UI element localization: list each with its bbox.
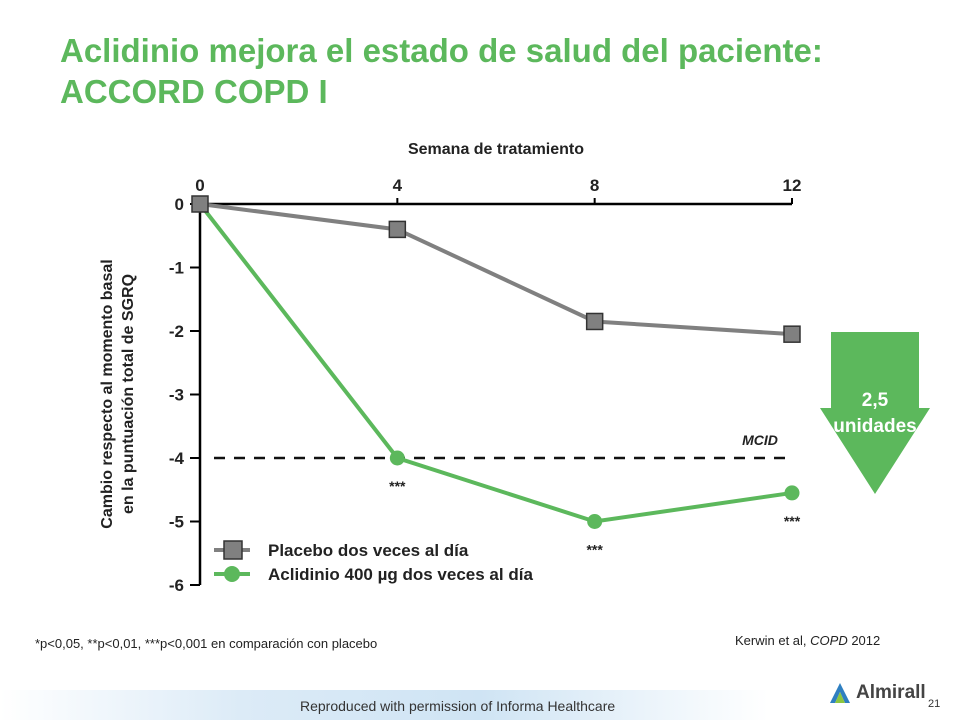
- series-line-0: [199, 202, 793, 337]
- citation-journal: COPD: [810, 633, 848, 648]
- slide-title: Aclidinio mejora el estado de salud del …: [60, 30, 940, 112]
- placebo-marker: [191, 195, 209, 213]
- chart-legend: Placebo dos veces al día Aclidinio 400 µg…: [214, 540, 533, 584]
- legend-square-icon: [223, 540, 243, 560]
- y-tick-label: -2: [169, 322, 184, 341]
- y-axis-title-line-1: Cambio respecto al momento basal: [99, 259, 116, 528]
- significance-stars: ***: [784, 513, 801, 529]
- citation: Kerwin et al, COPD 2012: [735, 633, 880, 648]
- y-tick-label: -4: [169, 449, 185, 468]
- placebo-marker: [783, 325, 801, 343]
- legend-label-0: Placebo dos veces al día: [268, 541, 469, 560]
- aclidinio-marker: [587, 514, 603, 529]
- y-axis-title: Cambio respecto al momento basal en la pu…: [99, 259, 137, 528]
- y-tick-label: -5: [169, 513, 184, 532]
- series-lines: [198, 202, 793, 524]
- x-tick-label: 8: [590, 176, 599, 195]
- significance-footnote: *p<0,05, **p<0,01, ***p<0,001 en compara…: [35, 636, 378, 651]
- y-tick-label: 0: [175, 195, 184, 214]
- difference-arrow: 2,5 unidades: [820, 332, 930, 494]
- x-axis-title: Semana de tratamiento: [408, 141, 584, 158]
- down-arrow-icon: [820, 332, 930, 494]
- almirall-logo-icon: [830, 683, 850, 703]
- page-number: 21: [928, 698, 941, 710]
- placebo-marker: [585, 312, 604, 331]
- aclidinio-marker: [389, 450, 405, 466]
- x-tick-label: 12: [783, 176, 802, 195]
- citation-authors: Kerwin et al,: [735, 633, 811, 648]
- y-tick-label: -3: [169, 386, 184, 405]
- mcid-reference-line-group: MCID: [214, 432, 792, 460]
- series-markers: [191, 195, 801, 529]
- legend-circle-icon: [224, 566, 240, 582]
- difference-label: 2,5 unidades: [820, 388, 930, 440]
- placebo-marker: [388, 220, 407, 239]
- aclidinio-marker: [784, 485, 800, 501]
- company-logo: Almirall: [828, 681, 926, 705]
- y-axis-title-line-2: en la puntuación total de SGRQ: [120, 274, 137, 514]
- mcid-label: MCID: [742, 432, 778, 448]
- chart-axes: 0 4 8 12 0 -1 -2 -3 -4 -5 -6 Semana de tratamiento C…: [99, 141, 801, 595]
- x-tick-label: 0: [195, 176, 204, 195]
- footer-band: [0, 690, 960, 720]
- reproduction-credit: Reproduced with permission of Informa He…: [300, 698, 616, 714]
- y-tick-label: -1: [169, 259, 184, 278]
- logo-text: Almirall: [856, 682, 926, 703]
- y-tick-label: -6: [169, 576, 184, 595]
- difference-unit: unidades: [833, 416, 917, 437]
- difference-value: 2,5: [861, 390, 889, 411]
- legend-label-1: Aclidinio 400 µg dos veces al día: [268, 565, 533, 584]
- significance-annotations: *** *** ***: [389, 478, 801, 558]
- citation-year: 2012: [847, 633, 881, 648]
- significance-stars: ***: [586, 542, 603, 558]
- series-line-1: [198, 202, 793, 524]
- title-line-2: ACCORD COPD I: [60, 73, 328, 110]
- title-line-1: Aclidinio mejora el estado de salud del …: [60, 32, 823, 69]
- x-tick-label: 4: [393, 176, 403, 195]
- significance-stars: ***: [389, 478, 406, 494]
